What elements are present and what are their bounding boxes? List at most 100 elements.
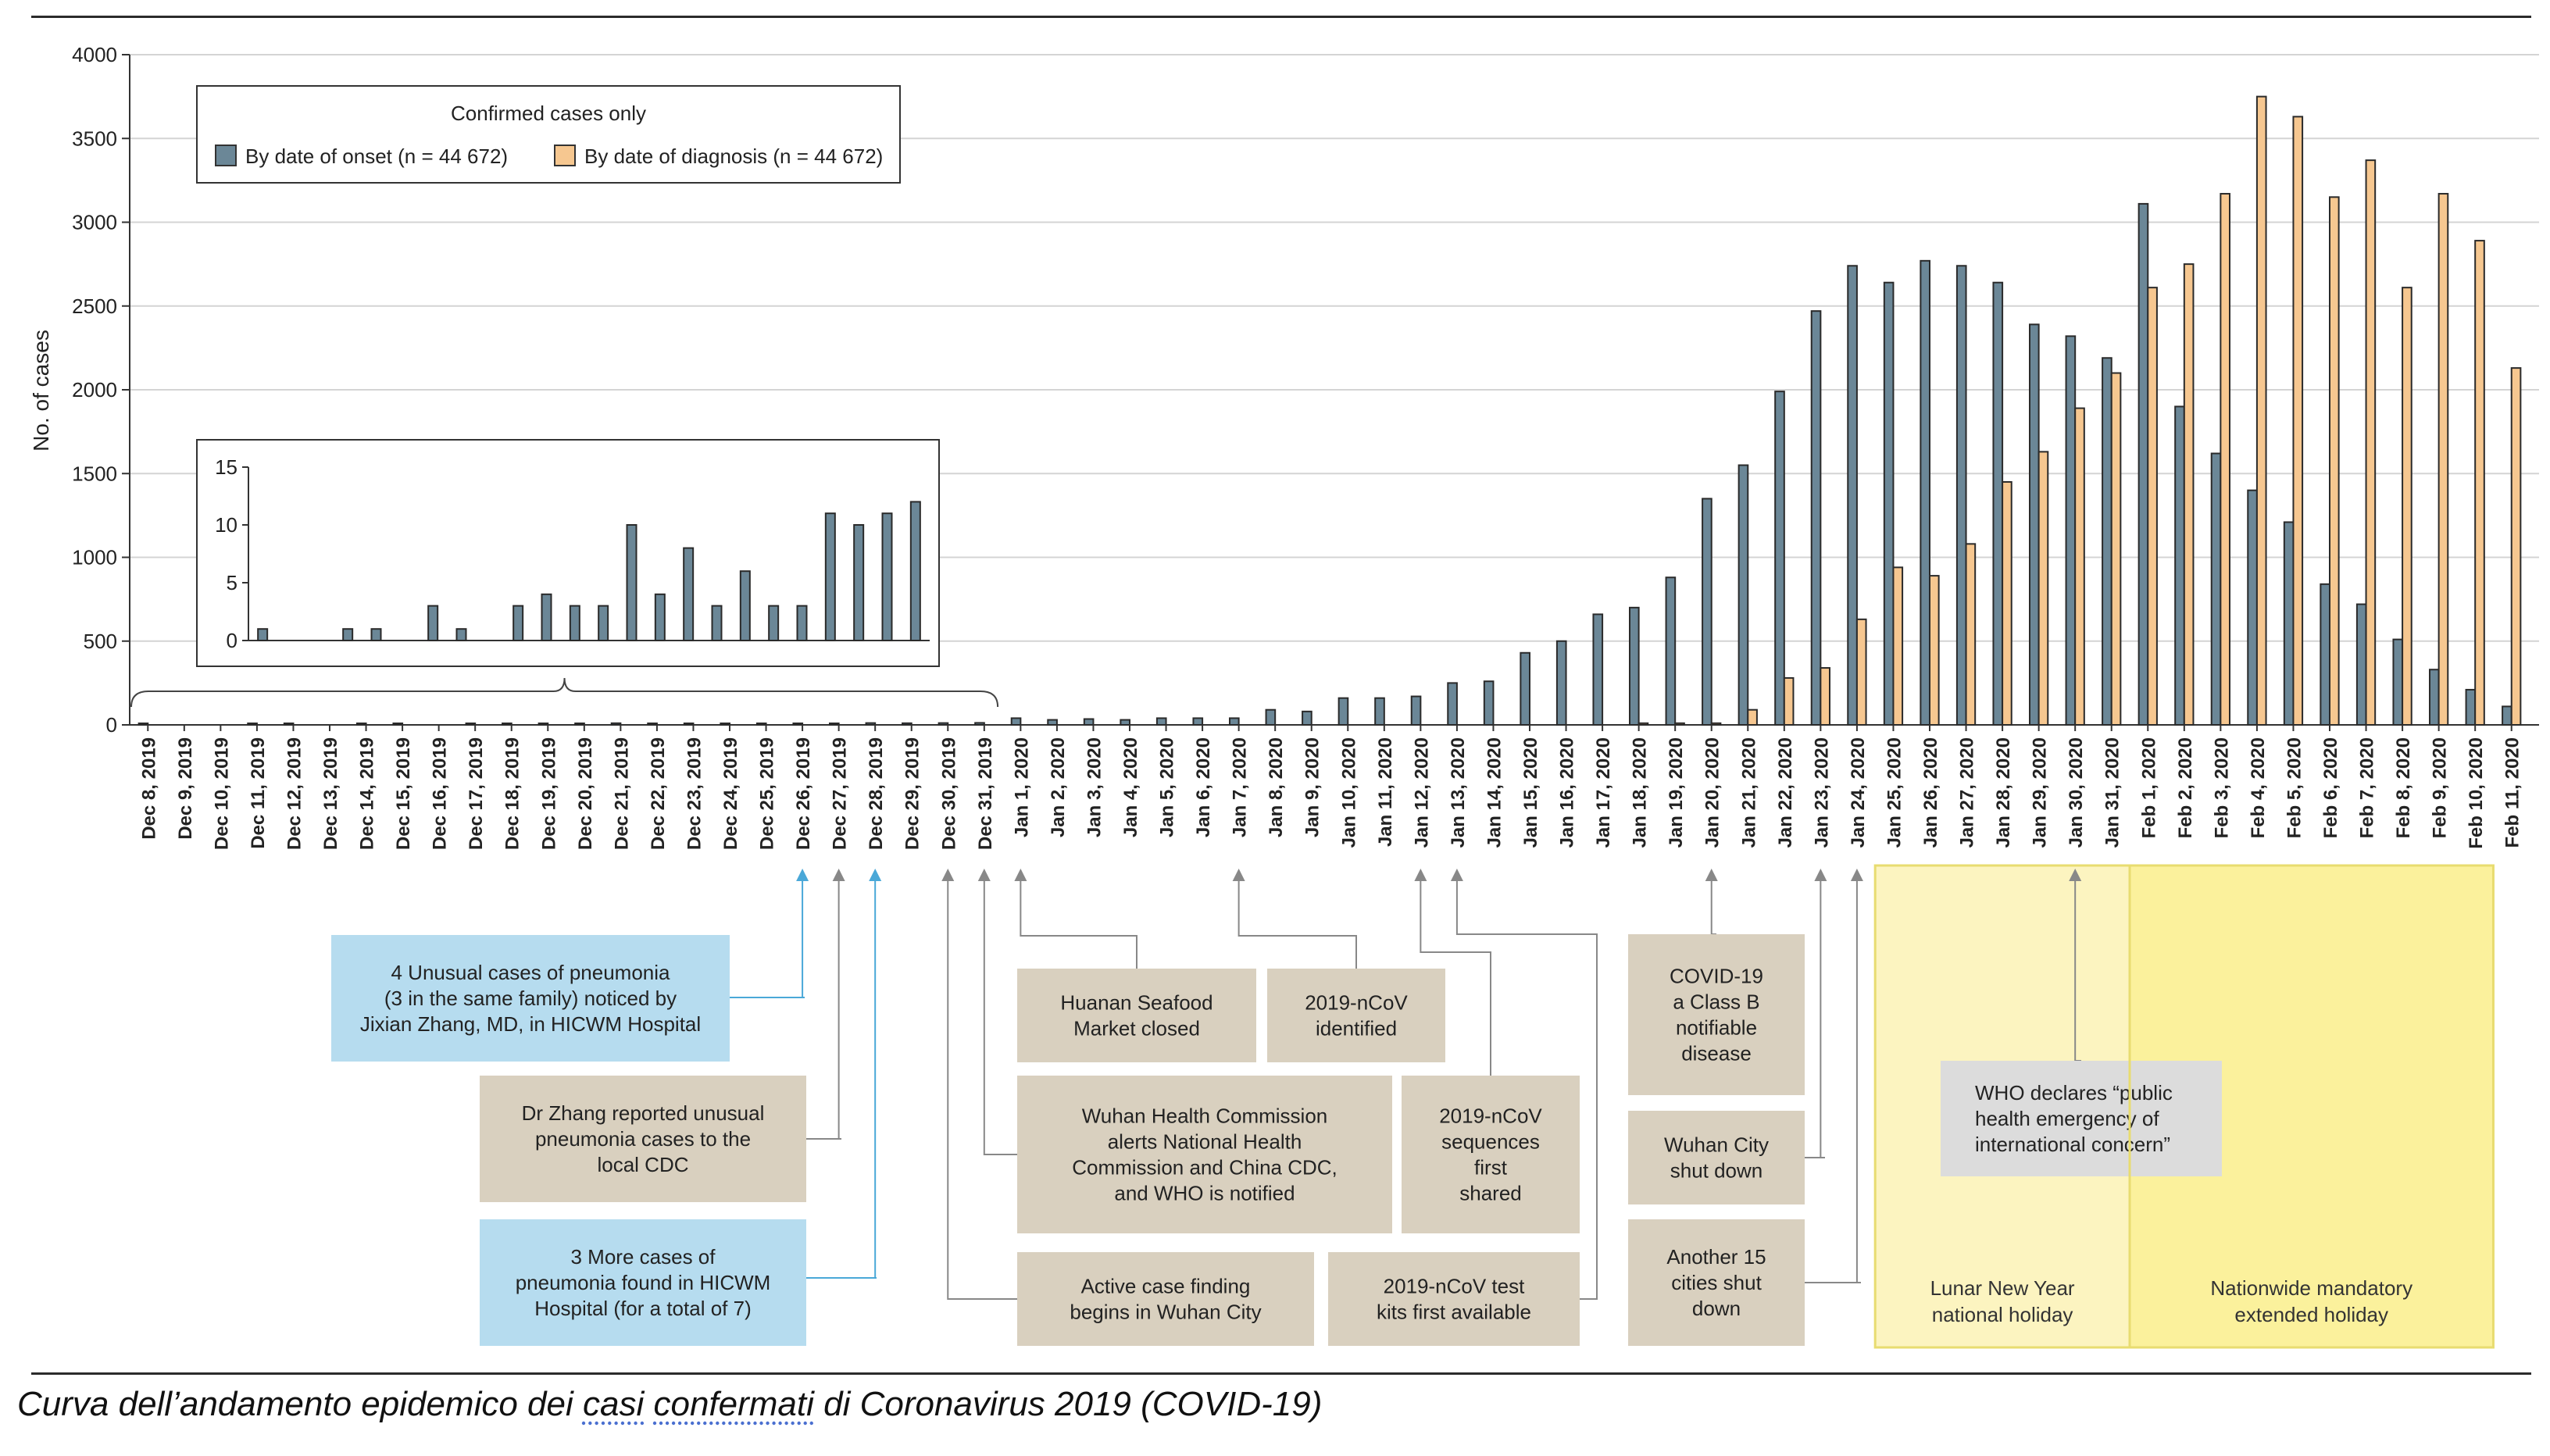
x-tick-label: Jan 30, 2020	[2066, 737, 2087, 848]
annotation-box	[1017, 1076, 1392, 1233]
x-tick-label: Dec 12, 2019	[284, 737, 305, 850]
onset-bar	[1555, 640, 1567, 726]
annotation-leader	[806, 872, 877, 1279]
annotation-leader	[730, 872, 805, 998]
inset-y-tick-label: 5	[227, 571, 238, 594]
x-tick-label: Jan 2, 2020	[1048, 737, 1069, 837]
onset-bar	[1738, 464, 1749, 726]
diagnosis-bar	[1674, 722, 1685, 726]
y-tick-label: 0	[106, 713, 117, 737]
annotation-box	[1628, 1111, 1805, 1204]
onset-bar	[1265, 708, 1277, 726]
onset-bar	[2392, 638, 2404, 726]
onset-bar	[1955, 265, 1967, 726]
annotation-box	[1017, 1252, 1314, 1346]
x-tick-label: Feb 6, 2020	[2320, 737, 2341, 838]
onset-bar	[2320, 583, 2330, 726]
diagnosis-bar	[2183, 263, 2195, 726]
diagnosis-bar	[2220, 193, 2230, 726]
bottom-rule	[31, 1372, 2531, 1375]
x-tick-label: Feb 2, 2020	[2175, 737, 2196, 838]
inset-bar	[455, 628, 467, 642]
onset-bar	[1192, 717, 1204, 726]
onset-bar	[865, 722, 877, 726]
x-tick-label: Dec 25, 2019	[757, 737, 778, 850]
x-tick-label: Feb 4, 2020	[2248, 737, 2269, 838]
onset-bar	[2138, 202, 2149, 726]
holiday-label: Lunar New Year national holiday	[1930, 1276, 2075, 1326]
x-tick-label: Jan 8, 2020	[1266, 737, 1287, 837]
inset-bar	[569, 605, 580, 641]
onset-bar	[1120, 719, 1131, 726]
x-tick-label: Jan 6, 2020	[1193, 737, 1214, 837]
inset-y-tick-label: 10	[215, 513, 238, 537]
annotation-box	[480, 1219, 806, 1346]
inset-box	[196, 439, 940, 667]
onset-bar	[647, 723, 658, 726]
inset-bar	[626, 524, 638, 641]
x-tick-label: Jan 12, 2020	[1411, 737, 1432, 848]
x-tick-label: Jan 7, 2020	[1230, 737, 1251, 837]
annotation-box	[1402, 1076, 1580, 1233]
annotation-leader	[947, 872, 1017, 1300]
diagnosis-bar	[1747, 708, 1758, 726]
onset-bar	[2065, 335, 2077, 726]
figure-caption: Curva dell’andamento epidemico dei casi …	[17, 1385, 1323, 1423]
onset-bar	[1592, 613, 1604, 726]
x-tick-label: Feb 8, 2020	[2393, 737, 2414, 838]
x-tick-label: Dec 22, 2019	[648, 737, 669, 850]
x-tick-label: Feb 3, 2020	[2211, 737, 2232, 838]
onset-bar	[1047, 719, 1058, 726]
annotation-text: Wuhan Health Commission alerts National H…	[1072, 1104, 1338, 1205]
y-tick-label: 500	[84, 630, 117, 653]
onset-bar	[1447, 682, 1458, 726]
legend-swatch-diagnosis	[554, 145, 576, 166]
onset-bar	[138, 723, 149, 726]
onset-bar	[2210, 452, 2222, 726]
onset-bar	[2429, 669, 2440, 726]
x-tick-label: Jan 9, 2020	[1302, 737, 1323, 837]
inset-bar	[711, 605, 723, 641]
x-tick-label: Dec 8, 2019	[138, 737, 159, 840]
x-tick-label: Dec 17, 2019	[466, 737, 487, 850]
annotation-arrow-head	[832, 869, 845, 881]
annotation-leader	[1455, 872, 1598, 1300]
x-tick-label: Jan 3, 2020	[1084, 737, 1105, 837]
x-tick-label: Jan 19, 2020	[1666, 737, 1687, 848]
legend-title: Confirmed cases only	[451, 102, 646, 125]
onset-bar	[1338, 697, 1349, 726]
x-tick-label: Feb 5, 2020	[2284, 737, 2305, 838]
annotation-box	[480, 1076, 806, 1202]
diagnosis-bar	[2110, 372, 2122, 726]
x-tick-label: Jan 21, 2020	[1738, 737, 1759, 848]
x-tick-label: Jan 14, 2020	[1484, 737, 1505, 848]
x-tick-label: Jan 18, 2020	[1630, 737, 1651, 848]
x-tick-label: Jan 23, 2020	[1811, 737, 1832, 848]
onset-bar	[392, 723, 404, 726]
annotation-arrow-head	[941, 869, 955, 881]
diagnosis-bar	[1820, 667, 1830, 726]
inset-bar	[909, 501, 921, 642]
onset-bar	[1774, 391, 1785, 726]
x-tick-label: Dec 16, 2019	[430, 737, 451, 850]
onset-bar	[1992, 281, 2004, 726]
annotation-text: WHO declares “public health emergency of i…	[1975, 1081, 2173, 1156]
x-tick-label: Feb 10, 2020	[2466, 737, 2487, 849]
inset-bar	[654, 593, 666, 641]
annotation-box	[1941, 1061, 2222, 1176]
inset-bar	[739, 570, 751, 642]
x-tick-label: Jan 25, 2020	[1884, 737, 1905, 848]
annotation-arrow-head	[1414, 869, 1427, 881]
annotation-text: 3 More cases of pneumonia found in HICWM H…	[516, 1245, 771, 1320]
onset-bar	[283, 723, 295, 726]
annotation-leader	[1805, 872, 1861, 1283]
annotation-arrow-head	[1814, 869, 1827, 881]
diagnosis-bar	[1638, 722, 1649, 726]
y-tick-label: 1500	[72, 462, 117, 485]
x-tick-label: Jan 13, 2020	[1448, 737, 1469, 848]
onset-bar	[538, 723, 549, 726]
holiday-band-border	[2128, 864, 2495, 1349]
diagnosis-bar	[2147, 287, 2158, 726]
onset-bar	[2247, 489, 2258, 726]
